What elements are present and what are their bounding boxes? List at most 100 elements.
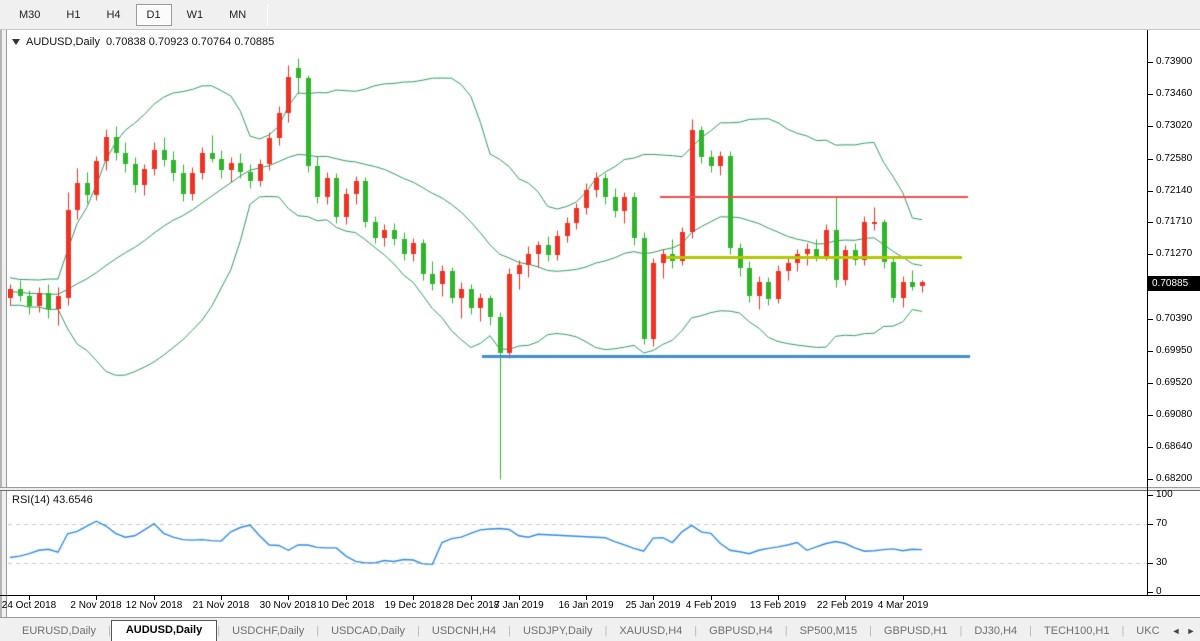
window-left-edge: [0, 30, 7, 617]
symbol-tab-usdcnh-h4[interactable]: USDCNH,H4: [431, 625, 497, 637]
timeframe-tab-w1[interactable]: W1: [186, 8, 204, 21]
price-axis-border: [1147, 30, 1148, 596]
date-axis-label: 16 Jan 2019: [558, 600, 614, 611]
date-axis-label: 10 Dec 2018: [317, 600, 375, 611]
price-axis-label: 0.72580: [1156, 153, 1193, 164]
price-tick-mark: [1148, 383, 1153, 384]
date-tick-mark: [96, 596, 97, 600]
tab-separator: |: [217, 625, 221, 637]
date-tick-mark: [711, 596, 712, 600]
rsi-indicator-label: RSI(14) 43.6546: [12, 494, 93, 506]
rsi-tick-mark: [1148, 563, 1153, 564]
timeframe-tab-m30[interactable]: M30: [19, 8, 41, 21]
date-axis-label: 21 Nov 2018: [192, 600, 250, 611]
rsi-value: 43.6546: [52, 494, 93, 506]
pane-splitter[interactable]: [0, 487, 1200, 491]
date-tick-mark: [903, 596, 904, 600]
tab-separator: |: [604, 625, 608, 637]
date-axis-label: 7 Jan 2019: [494, 600, 544, 611]
scroll-left-icon[interactable]: ◄: [1171, 626, 1181, 636]
timeframe-tab-d1[interactable]: D1: [135, 3, 172, 26]
symbol-tabs: EURUSD,Daily | AUDUSD,Daily | USDCHF,Daily | U…: [10, 620, 1172, 641]
price-axis-label: 0.68200: [1156, 473, 1193, 484]
tab-scrollers: ◄ ►: [1172, 626, 1200, 641]
timeframe-tab-h1[interactable]: H1: [66, 8, 81, 21]
chart-window: AUDUSD,Daily 0.70838 0.70923 0.70764 0.7…: [0, 30, 1200, 617]
date-tick-mark: [471, 596, 472, 600]
rsi-tick-mark: [1148, 495, 1153, 496]
price-chart-canvas[interactable]: [8, 31, 1147, 487]
symbol-tab-audusd-daily[interactable]: AUDUSD,Daily: [110, 620, 218, 641]
date-axis-label: 19 Dec 2018: [384, 600, 442, 611]
chevron-down-icon[interactable]: [12, 39, 20, 45]
date-tick-mark: [413, 596, 414, 600]
price-tick-mark: [1148, 159, 1153, 160]
tab-separator: |: [869, 625, 872, 637]
date-axis-label: 25 Jan 2019: [625, 600, 681, 611]
price-axis-label: 0.68640: [1156, 441, 1193, 452]
timeframe-tab-mn[interactable]: MN: [229, 8, 247, 21]
price-tick-mark: [1148, 126, 1153, 127]
rsi-axis-label: 70: [1156, 518, 1168, 529]
tab-separator: |: [959, 625, 963, 637]
chart-ohlc-values: 0.70838 0.70923 0.70764 0.70885: [105, 36, 275, 48]
symbol-tab-tech100-h1[interactable]: TECH100,H1: [1044, 625, 1110, 637]
chart-title: AUDUSD,Daily 0.70838 0.70923 0.70764 0.7…: [12, 36, 274, 48]
date-axis-label: 28 Dec 2018: [442, 600, 500, 611]
date-tick-mark: [586, 596, 587, 600]
price-axis-label: 0.69950: [1156, 345, 1193, 356]
date-tick-mark: [288, 596, 289, 600]
price-axis-label: 0.70390: [1156, 313, 1193, 324]
tab-separator: |: [107, 625, 111, 637]
symbol-tab-gbpusd-h1[interactable]: GBPUSD,H1: [883, 625, 948, 637]
date-axis-label: 12 Nov 2018: [125, 600, 183, 611]
price-axis-label: 0.71270: [1156, 248, 1193, 259]
rsi-axis-label: 30: [1156, 557, 1168, 568]
rsi-indicator-canvas[interactable]: [8, 491, 1147, 595]
scroll-right-icon[interactable]: ►: [1186, 626, 1196, 636]
price-tick-mark: [1148, 415, 1153, 416]
price-tick-mark: [1148, 479, 1153, 480]
price-tick-mark: [1148, 254, 1153, 255]
chart-symbol-label: AUDUSD,Daily: [26, 36, 100, 48]
date-tick-mark: [29, 596, 30, 600]
price-tick-mark: [1148, 351, 1153, 352]
date-tick-mark: [845, 596, 846, 600]
rsi-axis-label: 100: [1156, 489, 1173, 500]
price-axis-label: 0.72140: [1156, 185, 1193, 196]
tab-separator: |: [1121, 625, 1125, 637]
price-tick-mark: [1148, 447, 1153, 448]
symbol-tab-gbpusd-h4[interactable]: GBPUSD,H4: [709, 625, 773, 637]
tab-separator: |: [417, 625, 420, 637]
date-tick-mark: [519, 596, 520, 600]
date-axis-label: 2 Nov 2018: [70, 600, 122, 611]
symbol-tab-dj30-h4[interactable]: DJ30,H4: [974, 625, 1018, 637]
date-tick-mark: [653, 596, 654, 600]
date-axis-label: 4 Feb 2019: [685, 600, 737, 611]
date-axis-label: 4 Mar 2019: [877, 600, 929, 611]
price-axis-label: 0.71710: [1156, 216, 1193, 227]
price-axis-label: 0.73460: [1156, 88, 1193, 99]
symbol-tab-usdjpy-daily[interactable]: USDJPY,Daily: [522, 625, 593, 637]
rsi-tick-mark: [1148, 592, 1153, 593]
symbol-tab-usdchf-daily[interactable]: USDCHF,Daily: [232, 625, 305, 637]
rsi-name: RSI(14): [12, 494, 50, 506]
symbol-tab-usdcad-daily[interactable]: USDCAD,Daily: [331, 625, 406, 637]
symbol-tab-sp500-m15[interactable]: SP500,M15: [799, 625, 858, 637]
symbol-tab-xauusd-h4[interactable]: XAUUSD,H4: [619, 625, 683, 637]
tab-separator: |: [316, 625, 320, 637]
price-tick-mark: [1148, 94, 1153, 95]
tab-separator: |: [508, 625, 511, 637]
tab-separator: |: [1029, 625, 1033, 637]
date-axis-label: 13 Feb 2019: [749, 600, 807, 611]
price-tick-mark: [1148, 191, 1153, 192]
date-axis-label: 30 Nov 2018: [259, 600, 317, 611]
timeframe-tab-h4[interactable]: H4: [106, 8, 121, 21]
price-axis-label: 0.73020: [1156, 120, 1193, 131]
price-axis-label: 0.69080: [1156, 409, 1193, 420]
symbol-tab-ukc[interactable]: UKC: [1136, 625, 1160, 637]
price-axis-label: 0.73900: [1156, 56, 1193, 67]
date-axis-label: 22 Feb 2019: [816, 600, 874, 611]
price-tick-mark: [1148, 222, 1153, 223]
symbol-tab-eurusd-daily[interactable]: EURUSD,Daily: [22, 625, 96, 637]
